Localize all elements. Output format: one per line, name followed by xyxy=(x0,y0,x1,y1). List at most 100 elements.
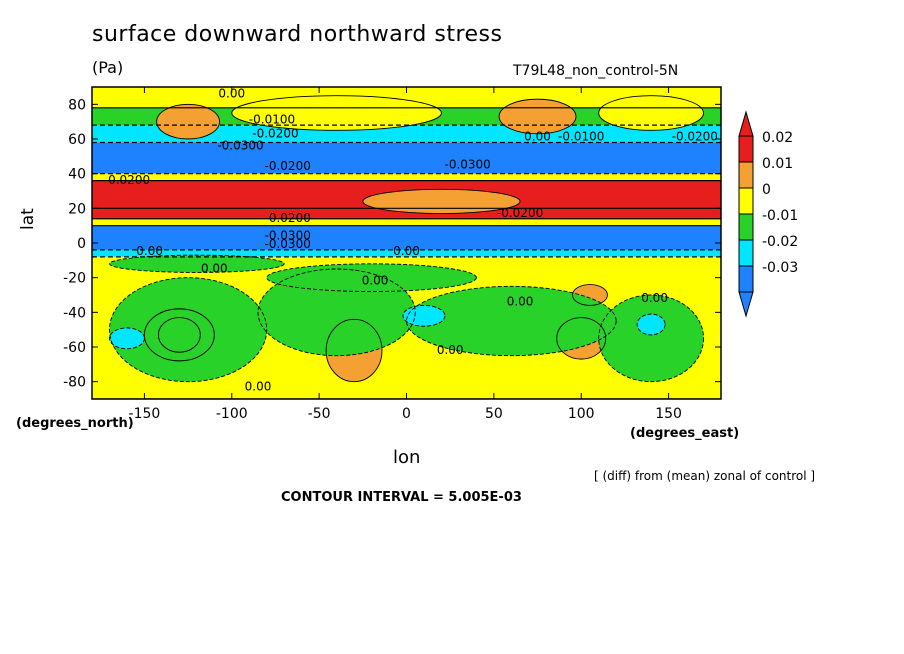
contour-label: -0.0200 xyxy=(497,206,543,220)
contour-region xyxy=(266,263,477,292)
colorbar-arrow-top xyxy=(738,110,754,137)
contour-line xyxy=(156,103,220,140)
colorbar-segment xyxy=(738,187,754,215)
contour-label: 0.00 xyxy=(437,343,464,357)
contour-line xyxy=(406,285,617,357)
contour-line xyxy=(556,317,607,360)
chart-title: surface downward northward stress xyxy=(92,22,503,47)
contour-region xyxy=(109,327,145,349)
contour-line xyxy=(598,294,704,383)
colorbar-label: -0.01 xyxy=(762,208,798,224)
contour-region xyxy=(598,295,704,382)
colorbar-segment xyxy=(738,213,754,241)
contour-region xyxy=(109,255,285,273)
contour-label: -0.0100 xyxy=(558,130,604,144)
contour-line xyxy=(157,317,201,353)
y-axis-label: lat xyxy=(18,208,38,230)
contour-line xyxy=(636,313,666,336)
colorbar-segment xyxy=(738,161,754,189)
diff-note: [ (diff) from (mean) zonal of control ] xyxy=(594,469,816,483)
colorbar-label: -0.02 xyxy=(762,234,798,250)
x-tick-label: -100 xyxy=(216,406,248,422)
contour-line xyxy=(109,254,285,273)
zonal-band xyxy=(92,142,721,174)
contour-label: -0.0300 xyxy=(444,157,490,171)
contour-label: -0.0300 xyxy=(265,229,311,243)
contour-region xyxy=(109,277,267,382)
contour-label: -0.0100 xyxy=(249,112,295,126)
contour-label: 0.00 xyxy=(136,244,163,258)
y-tick-label: 20 xyxy=(68,201,86,217)
y-tick-label: -60 xyxy=(63,340,86,356)
contour-region xyxy=(598,95,704,131)
contour-line xyxy=(257,268,416,357)
contour-line xyxy=(498,98,577,135)
colorbar-arrow-bottom xyxy=(738,291,754,318)
contour-line xyxy=(362,188,521,214)
x-tick-label: -50 xyxy=(308,406,331,422)
contour-interval: CONTOUR INTERVAL = 5.005E-03 xyxy=(281,490,522,505)
contour-line xyxy=(231,95,442,131)
zonal-band xyxy=(92,173,721,181)
contour-label: 0.00 xyxy=(524,130,551,144)
y-tick-label: 40 xyxy=(68,167,86,183)
contour-line xyxy=(143,308,215,362)
contour-region xyxy=(637,314,666,335)
contour-line xyxy=(266,263,477,292)
y-tick-label: -40 xyxy=(63,305,86,321)
x-axis-units: (degrees_east) xyxy=(630,426,740,441)
contour-label: -0.0200 xyxy=(104,173,150,187)
colorbar-label: 0.01 xyxy=(762,156,793,172)
zonal-band xyxy=(92,208,721,219)
contour-label: -0.0200 xyxy=(252,126,298,140)
y-tick-label: 60 xyxy=(68,132,86,148)
contour-label: -0.0200 xyxy=(265,159,311,173)
colorbar-segment xyxy=(738,265,754,293)
zonal-band xyxy=(92,249,721,257)
contour-label: 0.00 xyxy=(245,379,272,393)
x-tick-label: 150 xyxy=(655,406,682,422)
contour-label: 0.00 xyxy=(218,86,245,100)
contour-label: 0.00 xyxy=(393,244,420,258)
zonal-band xyxy=(92,218,721,226)
contour-label: -0.0300 xyxy=(265,237,311,251)
y-tick-label: 80 xyxy=(68,97,86,113)
y-tick-label: -80 xyxy=(63,375,86,391)
chart-units: (Pa) xyxy=(92,58,124,77)
x-tick-label: -150 xyxy=(129,406,161,422)
colorbar-label: -0.03 xyxy=(762,260,798,276)
contour-region xyxy=(156,104,220,139)
colorbar: 0.02 0.01 0 -0.01 -0.02 -0.03 xyxy=(738,110,798,318)
contour-line xyxy=(109,277,268,383)
contour-line xyxy=(402,304,446,327)
y-tick-label: 0 xyxy=(77,236,86,252)
contour-line xyxy=(109,327,145,350)
contour-label: 0.00 xyxy=(362,274,389,288)
contour-line xyxy=(572,284,608,306)
contour-label: 0.00 xyxy=(641,291,668,305)
colorbar-label: 0 xyxy=(762,182,771,198)
x-tick-label: 50 xyxy=(485,406,503,422)
x-axis-label: lon xyxy=(393,447,421,468)
contour-label: -0.0300 xyxy=(217,138,263,152)
contour-region xyxy=(406,286,617,356)
contour-line xyxy=(598,95,704,131)
colorbar-label: 0.02 xyxy=(762,130,793,146)
zonal-band xyxy=(92,87,721,108)
colorbar-segment xyxy=(738,135,754,163)
contour-label: -0.0200 xyxy=(672,130,718,144)
x-tick-label: 0 xyxy=(402,406,411,422)
y-tick-label: -20 xyxy=(63,271,86,287)
contour-label: -0.0200 xyxy=(265,211,311,225)
zonal-band xyxy=(92,225,721,250)
y-axis-units: (degrees_north) xyxy=(16,416,134,431)
contour-label: 0.00 xyxy=(507,294,534,308)
contour-label: 0.00 xyxy=(201,261,228,275)
x-tick-label: 100 xyxy=(568,406,595,422)
run-label: T79L48_non_control-5N xyxy=(513,63,679,79)
contour-region xyxy=(231,95,442,131)
contour-region xyxy=(362,189,521,214)
colorbar-segment xyxy=(738,239,754,267)
contour-line xyxy=(325,318,383,383)
